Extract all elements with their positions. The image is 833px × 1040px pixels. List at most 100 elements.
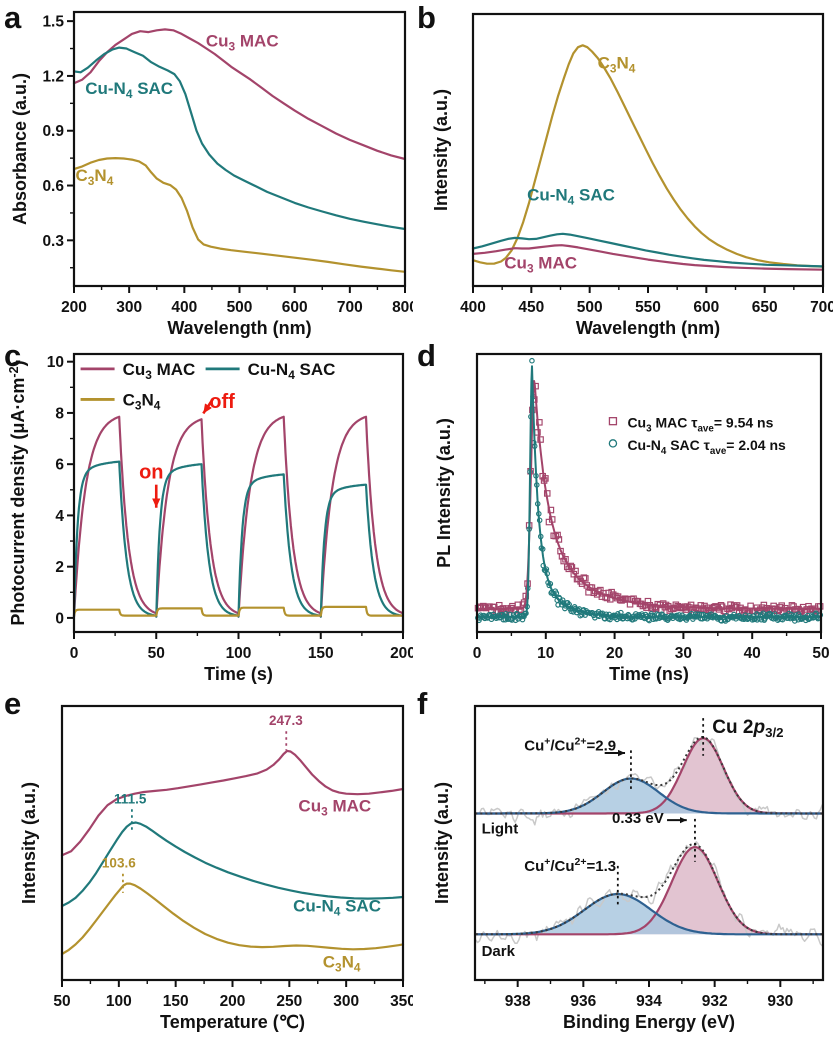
svg-text:650: 650: [752, 299, 778, 316]
svg-text:Cu3 MAC: Cu3 MAC: [504, 253, 577, 275]
svg-text:Cu-N4 SAC: Cu-N4 SAC: [248, 360, 336, 382]
svg-text:Cu3 MAC τave= 9.54 ns: Cu3 MAC τave= 9.54 ns: [627, 415, 773, 435]
svg-text:C3N4: C3N4: [598, 53, 636, 75]
svg-text:2: 2: [55, 559, 64, 576]
peak-line: [475, 892, 823, 936]
svg-text:10: 10: [47, 354, 64, 371]
curve: [60, 882, 405, 956]
svg-text:250: 250: [276, 993, 302, 1010]
curve: [72, 46, 407, 231]
annotation-arrow: [202, 398, 215, 415]
svg-text:300: 300: [116, 299, 142, 316]
svg-text:4: 4: [55, 508, 64, 525]
svg-text:on: on: [139, 461, 163, 483]
svg-text:PL Intensity (a.u.): PL Intensity (a.u.): [434, 418, 454, 568]
svg-text:800: 800: [392, 299, 413, 316]
series-group: [60, 749, 405, 956]
panel-a-plot: 200 300 400 500 600 700 800 0.3 0.6 0.9 1.2 1.5 Wave…: [10, 10, 413, 338]
svg-text:600: 600: [693, 299, 719, 316]
panel-d-plot: 0 10 20 30 40 50 Time (ns) PL Intensity (a.u.) C…: [434, 352, 830, 684]
curve: [72, 157, 407, 273]
svg-text:Wavelength (nm): Wavelength (nm): [576, 318, 720, 338]
panel-letter-e: e: [4, 686, 22, 721]
svg-text:0.33 eV: 0.33 eV: [612, 810, 664, 827]
curve: [471, 232, 825, 268]
svg-text:40: 40: [744, 645, 761, 662]
curve: [476, 380, 822, 610]
svg-text:247.3: 247.3: [269, 713, 303, 728]
panel-letter-d: d: [417, 338, 436, 373]
curve: [60, 749, 405, 857]
svg-text:50: 50: [148, 645, 165, 662]
svg-text:936: 936: [570, 993, 596, 1010]
svg-text:938: 938: [505, 993, 531, 1010]
svg-text:Light: Light: [482, 821, 519, 838]
chart-e-co2-tpd: 50 100 150 200 250 300 350 Temperature (℃) Inten…: [19, 704, 413, 1032]
svg-text:0.3: 0.3: [42, 233, 64, 250]
peak-line: [475, 777, 823, 815]
panel-letter-c: c: [4, 338, 22, 373]
chart-a-uv-vis-absorbance: 200 300 400 500 600 700 800 0.3 0.6 0.9 1.2 1.5 Wave…: [10, 10, 413, 338]
svg-text:20: 20: [606, 645, 623, 662]
panel-e-plot: 50 100 150 200 250 300 350 Temperature (℃) Inten…: [19, 704, 413, 1032]
svg-text:Cu-N4 SAC: Cu-N4 SAC: [293, 897, 381, 919]
axes: 0 10 20 30 40 50 Time (ns) PL Intensity (a.u.): [434, 352, 830, 684]
svg-text:0.6: 0.6: [42, 178, 64, 195]
chart-d-pl-decay: 0 10 20 30 40 50 Time (ns) PL Intensity (a.u.) C…: [434, 352, 830, 684]
svg-text:6: 6: [55, 457, 64, 474]
svg-text:103.6: 103.6: [102, 856, 136, 871]
svg-text:Cu3 MAC: Cu3 MAC: [298, 796, 371, 818]
svg-text:50: 50: [812, 645, 829, 662]
curve: [72, 28, 407, 161]
svg-text:0: 0: [473, 645, 482, 662]
svg-text:Cu3 MAC: Cu3 MAC: [123, 360, 196, 382]
svg-text:off: off: [209, 391, 235, 413]
svg-text:Time (ns): Time (ns): [609, 664, 689, 684]
svg-text:550: 550: [635, 299, 661, 316]
svg-text:Wavelength (nm): Wavelength (nm): [167, 318, 311, 338]
svg-text:10: 10: [537, 645, 554, 662]
svg-text:0: 0: [70, 645, 79, 662]
svg-text:Cu-N4 SAC: Cu-N4 SAC: [85, 79, 173, 101]
svg-text:Intensity (a.u.): Intensity (a.u.): [19, 782, 39, 904]
svg-text:100: 100: [226, 645, 252, 662]
curve: [471, 244, 825, 271]
svg-text:Temperature (℃): Temperature (℃): [160, 1012, 305, 1032]
curve: [60, 821, 405, 908]
panel-letter-b: b: [417, 0, 436, 35]
svg-text:Dark: Dark: [482, 943, 516, 960]
svg-text:150: 150: [308, 645, 334, 662]
svg-text:Cu-N4 SAC τave= 2.04 ns: Cu-N4 SAC τave= 2.04 ns: [627, 437, 786, 457]
svg-text:Intensity (a.u.): Intensity (a.u.): [432, 782, 452, 904]
svg-text:100: 100: [106, 993, 132, 1010]
svg-text:30: 30: [675, 645, 692, 662]
svg-text:Intensity (a.u.): Intensity (a.u.): [431, 89, 451, 211]
svg-text:500: 500: [227, 299, 253, 316]
svg-text:0: 0: [55, 610, 64, 627]
svg-text:C3N4: C3N4: [76, 166, 114, 188]
svg-text:932: 932: [702, 993, 728, 1010]
series-group: [474, 735, 824, 947]
axes: 400 450 500 550 600 650 700 Wavelength (nm) Inte…: [431, 12, 833, 338]
svg-text:930: 930: [767, 993, 793, 1010]
svg-text:111.5: 111.5: [114, 791, 147, 806]
svg-text:1.2: 1.2: [42, 68, 64, 85]
panel-c-plot: 0 50 100 150 200 0 2 4 6 8 10 Time (s) Photocurrent …: [7, 352, 413, 684]
axes: 200 300 400 500 600 700 800 0.3 0.6 0.9 1.2 1.5 Wave…: [10, 10, 413, 338]
series-group: [72, 28, 407, 273]
series-group: [474, 357, 824, 624]
svg-text:200: 200: [220, 993, 246, 1010]
svg-text:400: 400: [460, 299, 486, 316]
svg-text:934: 934: [636, 993, 662, 1010]
svg-text:Time (s): Time (s): [204, 664, 273, 684]
svg-text:Cu-N4 SAC: Cu-N4 SAC: [527, 185, 615, 207]
svg-text:Cu+/Cu2+=2.9: Cu+/Cu2+=2.9: [524, 735, 616, 754]
chart-b-pl-spectra: 400 450 500 550 600 650 700 Wavelength (nm) Inte…: [431, 12, 833, 338]
curve: [474, 737, 824, 826]
legend: Cu3 MAC Cu-N4 SAC C3N4: [80, 360, 336, 412]
svg-text:Binding Energy (eV): Binding Energy (eV): [563, 1012, 735, 1032]
svg-text:C3N4: C3N4: [123, 390, 161, 412]
svg-text:350: 350: [390, 993, 413, 1010]
svg-text:200: 200: [61, 299, 87, 316]
